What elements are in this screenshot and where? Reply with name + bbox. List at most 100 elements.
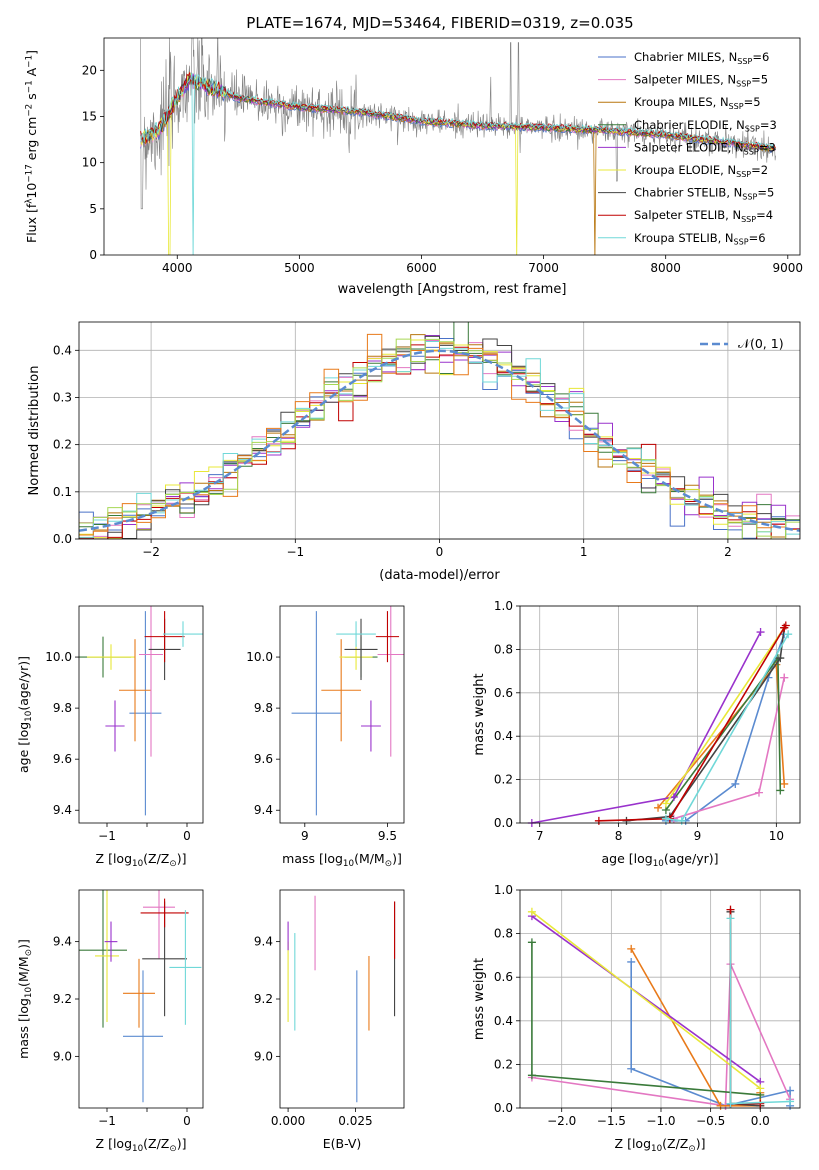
y-axis-label-part: age [log	[16, 722, 31, 773]
x-axis-label-part: ⊙	[385, 859, 392, 869]
x-tick-label: 10	[769, 829, 784, 843]
error-bar	[87, 644, 135, 670]
legend-label-part: SSP	[737, 57, 752, 66]
y-tick-label: 0.0	[494, 1101, 513, 1115]
weight-marker	[786, 1086, 795, 1095]
error-bar	[361, 700, 381, 752]
x-axis-label-part: 10	[651, 1144, 662, 1154]
y-tick-label: 9.8	[254, 701, 273, 715]
legend-label-part: Kroupa MILES, N	[634, 95, 729, 109]
error-bar	[79, 890, 127, 1028]
x-axis-label-part: Z [log	[96, 1136, 132, 1151]
y-tick-label: 1.0	[494, 599, 513, 613]
x-tick-label: 9000	[773, 261, 804, 275]
x-tick-label: 0	[183, 1114, 191, 1128]
legend-label-part: =2	[751, 163, 768, 177]
weight-line	[531, 911, 761, 1090]
legend-label-part: =6	[749, 231, 766, 245]
legend-label-part: Salpeter MILES, N	[634, 73, 736, 87]
y-axis-label-part: ⊙	[24, 949, 34, 956]
y-axis-label-part: ]	[24, 50, 39, 55]
weight-line	[626, 627, 785, 822]
legend-label-part: Chabrier ELODIE, N	[634, 118, 745, 132]
axes-frame	[279, 605, 405, 824]
error-bar	[129, 611, 162, 816]
error-bar	[377, 606, 404, 757]
x-tick-label: 0.0	[751, 1114, 770, 1128]
legend-label: Chabrier STELIB, NSSP=5	[634, 186, 774, 202]
y-axis-label-part: −1	[25, 80, 35, 93]
weight-marker	[627, 957, 636, 966]
x-axis-label-part: ⊙	[169, 1144, 176, 1154]
x-tick-label: −1	[98, 1114, 116, 1128]
weight-marker	[527, 1071, 536, 1080]
x-tick-label: 7	[536, 829, 544, 843]
x-axis-label: wavelength [Angstrom, rest frame]	[338, 282, 567, 297]
spectrum-panel: 4000 5000 6000 7000 8000 9000 0 5 10 15 20 waveleng…	[24, 37, 804, 297]
axes-frame	[78, 605, 204, 824]
mass_vs_Z-panel: −1 09.09.29.4Z [log10(Z/Z⊙)]mass [log10(M…	[16, 889, 204, 1154]
x-axis-label-part: 10	[132, 1144, 143, 1154]
axes-frame	[78, 889, 204, 1109]
axes-frame	[279, 889, 405, 1109]
legend-label-part: =5	[757, 186, 774, 200]
error-bar	[375, 611, 400, 663]
weight-marker	[776, 654, 785, 663]
y-tick-label: 10.0	[246, 650, 273, 664]
error-bar	[169, 910, 202, 1025]
x-axis-label: Z [log10(Z/Z⊙)]	[96, 1136, 187, 1154]
figure-title: PLATE=1674, MJD=53464, FIBERID=0319, z=0…	[246, 14, 633, 32]
y-tick-label: 0.0	[494, 816, 513, 830]
error-bar	[105, 700, 125, 752]
y-tick-label: 0.6	[494, 970, 513, 984]
y-tick-label: 0.0	[53, 532, 72, 546]
y-axis-label-part: Flux [f	[24, 203, 39, 243]
legend-label-part: SSP	[745, 125, 760, 134]
y-tick-label: 9.0	[53, 1049, 72, 1063]
y-axis-label-part: −17	[25, 164, 35, 182]
weight-line	[665, 627, 785, 804]
y-axis-label: mass weight	[472, 673, 487, 755]
weight-line	[673, 677, 785, 820]
x-tick-label: 9.5	[378, 829, 397, 843]
weight-line	[729, 909, 761, 1105]
x-axis-label-part: (Z/Z	[143, 1136, 169, 1151]
y-tick-label: 9.6	[254, 752, 273, 766]
weight-marker	[784, 630, 793, 639]
x-axis-label: E(B-V)	[323, 1136, 362, 1151]
x-tick-label: 0	[436, 545, 444, 559]
weight-line	[531, 915, 761, 1083]
legend-label-part: =3	[759, 140, 776, 154]
legend-label-part: SSP	[736, 170, 751, 179]
massweight_vs_Z-panel: −2.0 −1.5 −1.0 −0.5 0.0 0.0 0.2 0.4 0.6 0.8 1.0 Z […	[472, 883, 801, 1154]
y-tick-label: 9.4	[53, 803, 72, 817]
y-tick-label: 0.8	[494, 927, 513, 941]
x-axis-label: Z [log10(Z/Z⊙)]	[615, 1136, 706, 1154]
legend-label-part: Chabrier MILES, N	[634, 50, 737, 64]
x-tick-label: 9	[301, 829, 309, 843]
weight-marker	[661, 814, 670, 823]
y-tick-label: 0.6	[494, 686, 513, 700]
y-tick-label: 0.2	[494, 773, 513, 787]
x-axis-label-part: )]	[392, 851, 402, 866]
legend-label: Salpeter ELODIE, NSSP=3	[634, 140, 776, 156]
legend-label-part: SSP	[742, 192, 757, 201]
axes-frame	[103, 37, 801, 256]
legend-label-part: Salpeter STELIB, N	[634, 208, 741, 222]
legend-label: Salpeter STELIB, NSSP=4	[634, 208, 773, 224]
error-bar	[123, 958, 155, 1028]
y-axis-label-part: )]	[16, 939, 31, 949]
y-tick-label: 0.1	[53, 485, 72, 499]
y-tick-label: 20	[82, 63, 97, 77]
x-axis-label-part: )]	[177, 1136, 187, 1151]
model-spectrum-line	[140, 77, 776, 255]
weight-marker	[594, 816, 603, 825]
legend-label: Kroupa ELODIE, NSSP=2	[634, 163, 768, 179]
weight-marker	[781, 621, 790, 630]
y-tick-label: 1.0	[494, 883, 513, 897]
x-tick-label: 9	[694, 829, 702, 843]
y-tick-label: 0.4	[494, 729, 513, 743]
x-tick-label: −1	[286, 545, 304, 559]
x-axis-label-part: 10	[343, 859, 354, 869]
